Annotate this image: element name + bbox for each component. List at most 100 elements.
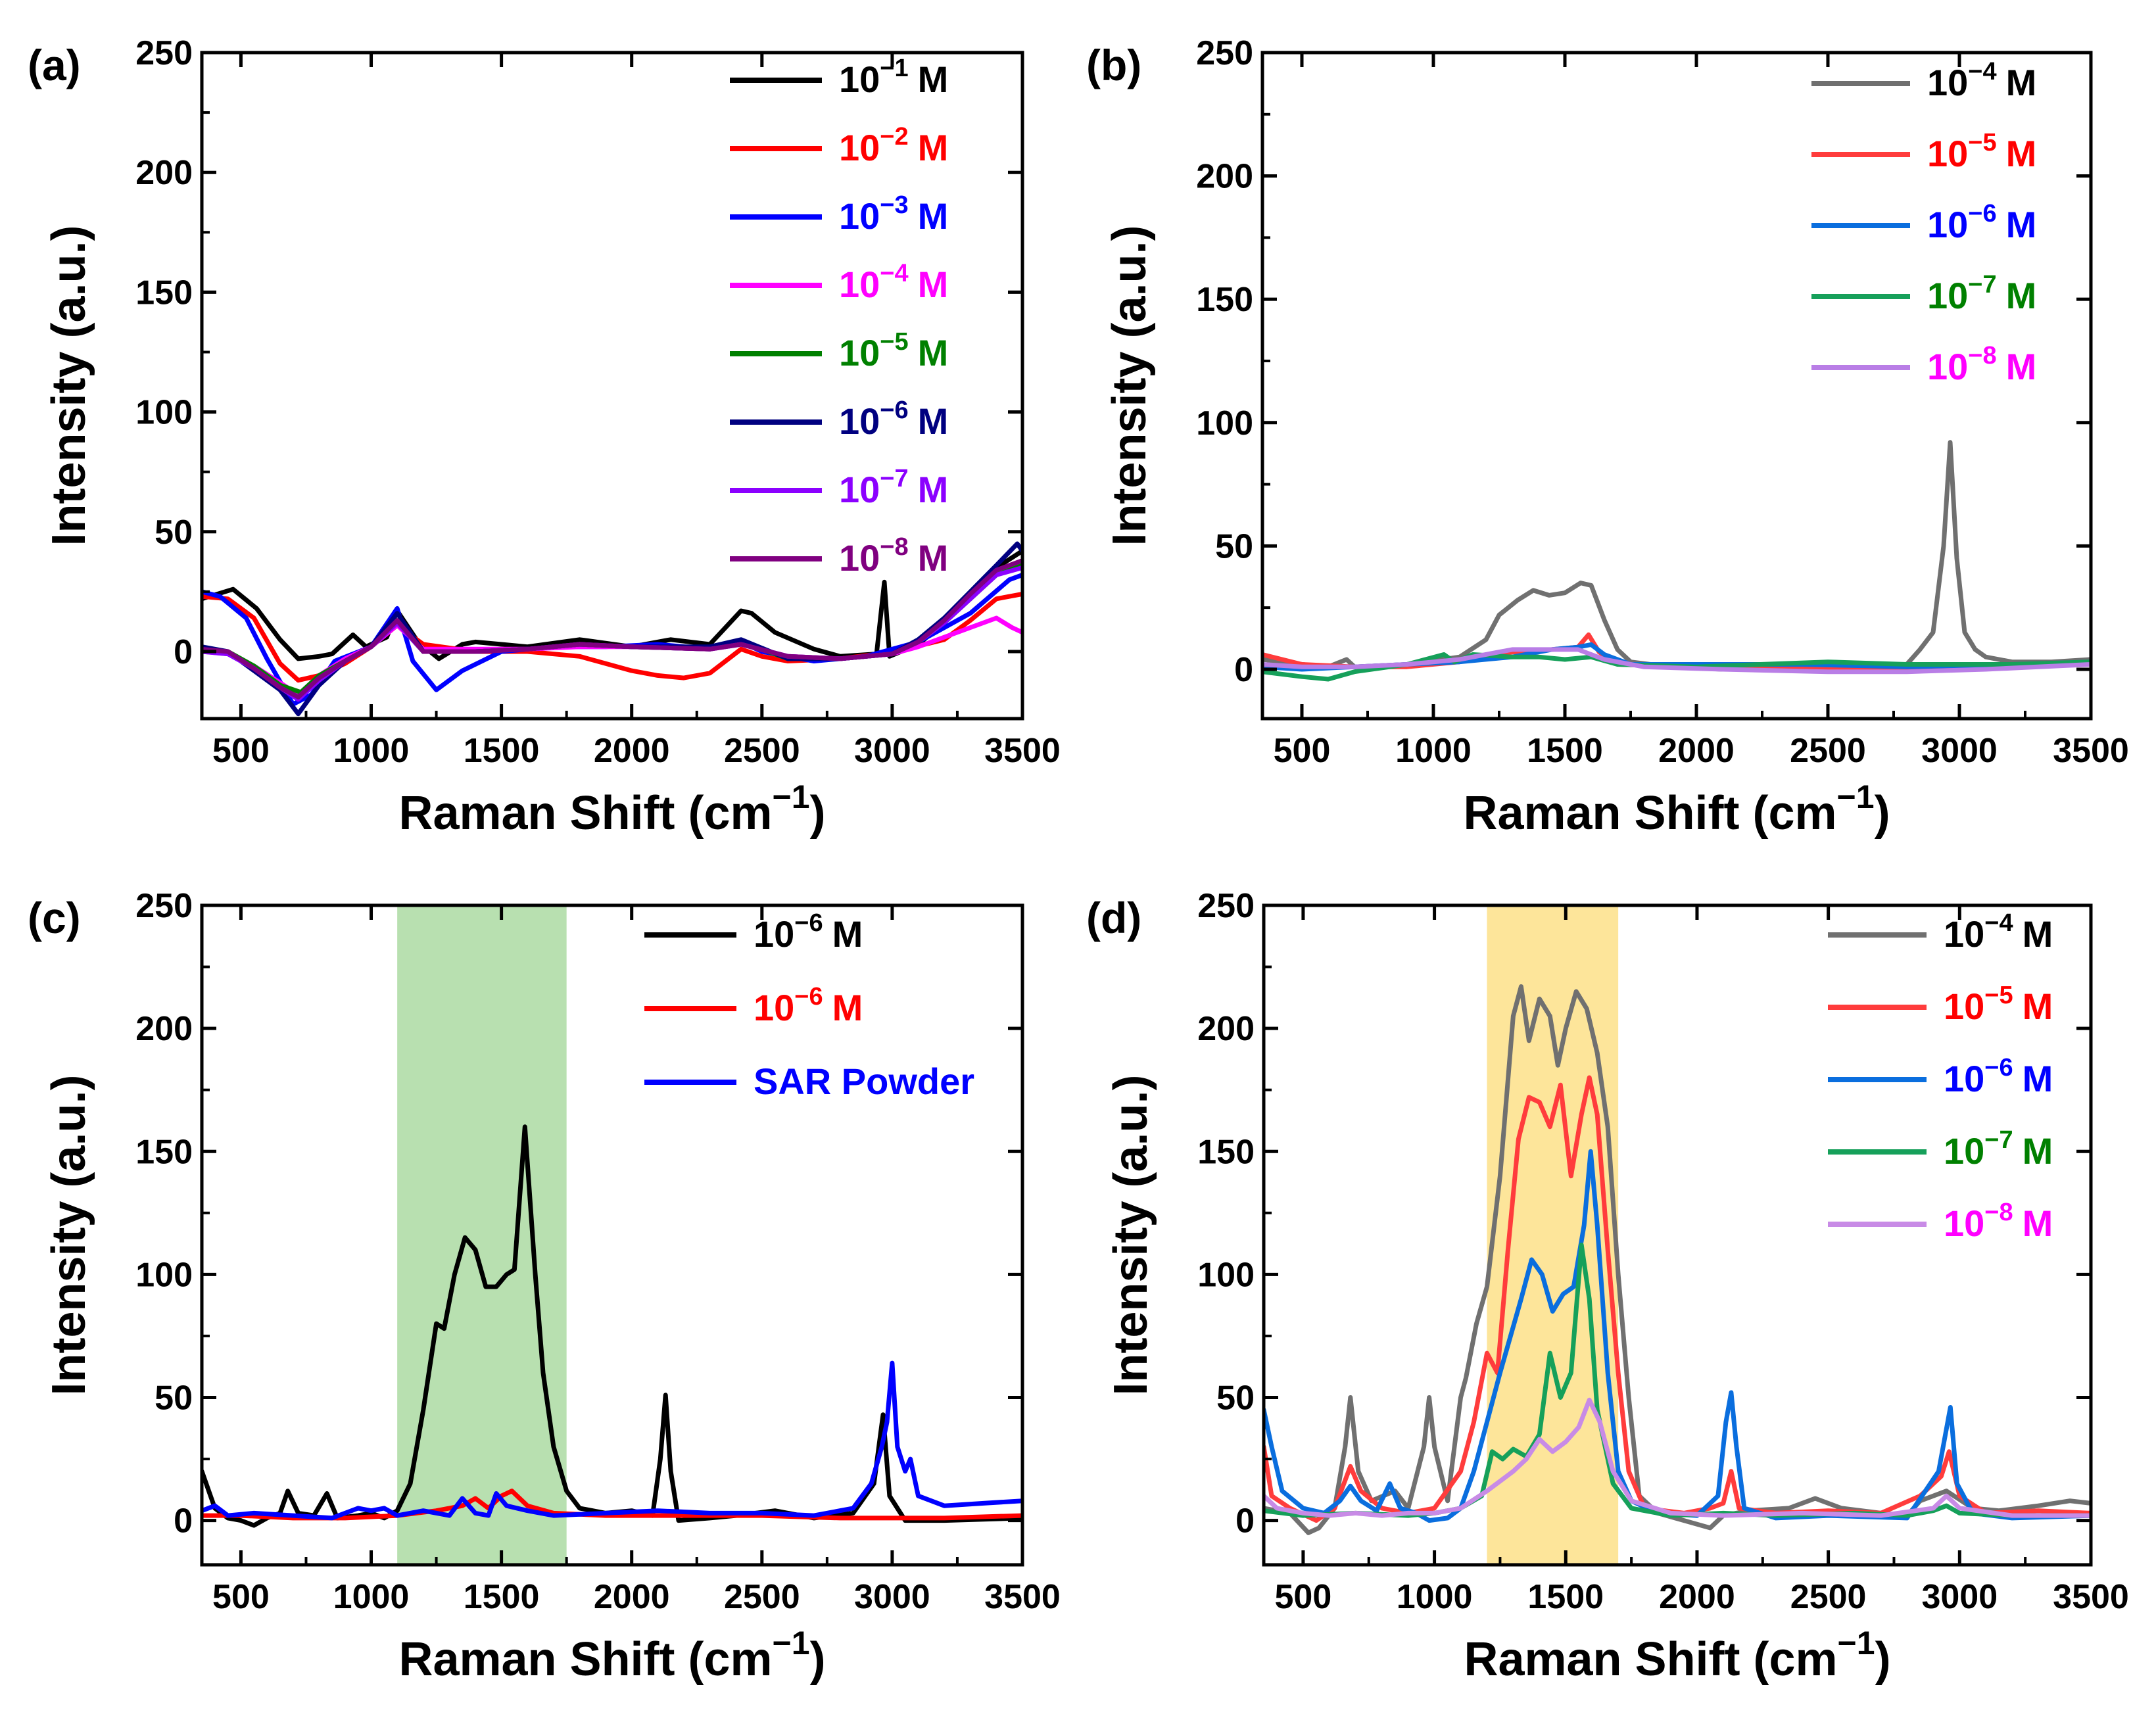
x-axis-title-text: Raman Shift (cm — [1463, 787, 1836, 840]
y-tick-label: 250 — [135, 34, 193, 72]
x-tick-label: 2500 — [724, 732, 800, 770]
legend-label: 10−8 M — [839, 533, 948, 579]
legend-label-base: 10 — [839, 264, 880, 305]
legend-label-unit: M — [918, 537, 949, 579]
legend-label-exponent: −6 — [1968, 200, 1996, 227]
legend-label: 10−4 M — [1927, 58, 2036, 103]
legend-label: SAR Powder — [754, 1061, 974, 1102]
x-axis-title: Raman Shift (cm−1) — [1463, 778, 1890, 840]
x-tick-label: 2000 — [1659, 1578, 1735, 1616]
legend-label-unit: M — [918, 332, 949, 373]
legend-label-unit: M — [2006, 204, 2037, 245]
x-axis-title-sup: −1 — [773, 778, 810, 815]
series-line-3 — [202, 1360, 1022, 1521]
legend-label-unit: M — [918, 400, 949, 442]
legend-label-exponent: −7 — [880, 465, 908, 492]
x-tick-label: 3500 — [2053, 732, 2129, 770]
y-tick-label: 0 — [174, 633, 193, 671]
legend: 10−1 M10−2 M10−3 M10−4 M10−5 M10−6 M10−7 M10−8 M — [730, 55, 948, 579]
series-line-2 — [202, 592, 1022, 683]
panel-label: (b) — [1086, 41, 1141, 89]
x-axis-title-text: Raman Shift (cm — [1464, 1633, 1837, 1686]
legend-label-base: 10 — [839, 332, 880, 373]
x-tick-label: 1000 — [333, 1578, 410, 1616]
legend-label: 10−6 M — [839, 396, 948, 442]
x-tick-label: 500 — [1274, 732, 1331, 770]
legend-label-base: 10 — [1944, 986, 1984, 1027]
series-line-3 — [202, 572, 1022, 707]
x-axis-title-text: Raman Shift (cm — [398, 787, 772, 840]
legend-label: 10−4 M — [1944, 909, 2053, 955]
x-tick-label: 1500 — [1527, 1578, 1604, 1616]
x-tick-label: 3000 — [854, 1578, 930, 1616]
legend-label: 10−7 M — [1927, 271, 2036, 316]
legend: 10−4 M10−5 M10−6 M10−7 M10−8 M — [1828, 909, 2053, 1244]
legend-label-exponent: −7 — [1984, 1126, 2013, 1154]
legend-label-base: 10 — [1927, 62, 1968, 103]
x-axis-title-text: Raman Shift (cm — [398, 1633, 772, 1686]
y-tick-label: 150 — [135, 1133, 193, 1171]
x-tick-label: 3500 — [984, 1578, 1061, 1616]
legend-label-base: 10 — [839, 537, 880, 579]
legend-label-exponent: −6 — [794, 909, 823, 937]
series-line-5 — [1262, 647, 2091, 675]
series-group — [202, 1124, 1022, 1528]
x-axis-title-end: ) — [1875, 787, 1890, 840]
legend-label-base: 10 — [839, 59, 880, 100]
y-axis-title: Intensity (a.u.) — [43, 225, 95, 546]
legend-label-base: 10 — [1944, 1058, 1984, 1099]
legend-label: 10−7 M — [1944, 1126, 2053, 1172]
legend-label-exponent: −4 — [880, 260, 908, 287]
legend-label-unit: M — [2023, 1203, 2053, 1244]
legend-label: 10−5 M — [1927, 129, 2036, 174]
legend-label-unit: M — [2023, 913, 2053, 955]
legend-label-unit: M — [918, 59, 949, 100]
x-tick-label: 3000 — [854, 732, 930, 770]
panel-label: (a) — [28, 41, 81, 89]
y-tick-label: 50 — [155, 513, 193, 552]
legend-label-base: 10 — [1927, 133, 1968, 174]
y-tick-label: 50 — [1215, 527, 1253, 565]
legend-label-unit: M — [2023, 1130, 2053, 1172]
x-tick-label: 2000 — [594, 1578, 670, 1616]
series-group — [1264, 984, 2091, 1535]
y-tick-label: 250 — [1196, 34, 1253, 72]
legend-label-exponent: −5 — [1984, 982, 2013, 1009]
legend-label-unit: M — [2006, 346, 2037, 387]
series-line-2 — [202, 1489, 1022, 1521]
legend-label-exponent: −3 — [880, 191, 908, 219]
series-line-5 — [1264, 1397, 2091, 1518]
legend-label-exponent: −7 — [1968, 271, 1996, 298]
legend-label-unit: M — [918, 469, 949, 510]
series-group — [1262, 440, 2091, 682]
x-tick-label: 500 — [1275, 1578, 1332, 1616]
plot-frame — [200, 903, 1024, 1567]
series-group — [202, 541, 1022, 717]
legend-label-unit: M — [2006, 133, 2037, 174]
legend-label: 10−5 M — [1944, 982, 2053, 1027]
series-line-6 — [202, 541, 1022, 717]
y-tick-label: 0 — [1235, 1502, 1255, 1540]
legend-label: 10−6 M — [1944, 1054, 2053, 1099]
y-tick-label: 100 — [1196, 404, 1253, 442]
series-line-4 — [1264, 1243, 2091, 1518]
plot-frame — [200, 51, 1024, 721]
legend-label: 10−8 M — [1944, 1199, 2053, 1244]
y-tick-label: 100 — [135, 1256, 193, 1294]
x-tick-label: 500 — [212, 1578, 270, 1616]
x-axis-title: Raman Shift (cm−1) — [398, 1625, 825, 1686]
series-line-1 — [1262, 440, 2091, 672]
series-line-4 — [1262, 652, 2091, 682]
legend-label-exponent: −6 — [1984, 1054, 2013, 1082]
y-tick-label: 250 — [135, 887, 193, 925]
x-tick-label: 1500 — [1527, 732, 1603, 770]
x-axis-title-end: ) — [810, 787, 826, 840]
legend-label-unit: M — [2023, 986, 2053, 1027]
legend-label-unit: M — [2006, 275, 2037, 316]
legend-label-exponent: −8 — [1984, 1199, 2013, 1226]
legend-label-exponent: −8 — [1968, 342, 1996, 370]
x-axis-title-end: ) — [1875, 1633, 1891, 1686]
legend-label-base: 10 — [1927, 204, 1968, 245]
